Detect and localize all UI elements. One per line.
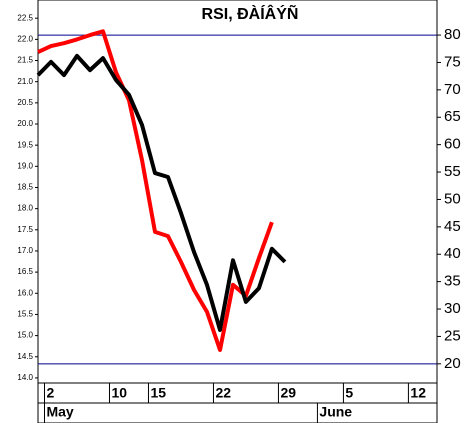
month-label: June [319, 404, 352, 420]
x-tick-label: 5 [345, 385, 353, 401]
y2-tick-label: 65 [444, 108, 461, 125]
y-tick-label: 21.5 [17, 56, 33, 65]
x-tick-label: 22 [215, 385, 231, 401]
x-tick-label: 29 [280, 385, 296, 401]
y-tick-label: 18.5 [17, 183, 33, 192]
y-tick-label: 22.5 [17, 13, 33, 22]
x-tick-label: 2 [46, 385, 54, 401]
y2-tick-label: 40 [444, 245, 461, 262]
y-tick-label: 15.0 [17, 331, 33, 340]
y2-tick-label: 25 [444, 327, 461, 344]
y-tick-label: 14.5 [17, 352, 33, 361]
y-tick-label: 22.0 [17, 34, 33, 43]
y-tick-label: 14.0 [17, 373, 33, 382]
x-tick-label: 12 [410, 385, 426, 401]
month-band [37, 402, 438, 423]
y-tick-label: 18.0 [17, 204, 33, 213]
y-tick-label: 20.5 [17, 98, 33, 107]
y-tick-label: 19.5 [17, 140, 33, 149]
y2-tick-label: 35 [444, 273, 461, 290]
y-tick-label: 15.5 [17, 310, 33, 319]
y-tick-label: 17.5 [17, 225, 33, 234]
y-tick-label: 19.0 [17, 161, 33, 170]
x-tick-label: 10 [111, 385, 127, 401]
y-tick-label: 16.5 [17, 267, 33, 276]
y-tick-label: 17.0 [17, 246, 33, 255]
series-line [36, 53, 287, 332]
y2-tick-label: 45 [444, 218, 461, 235]
y-tick-label: 20.0 [17, 119, 33, 128]
y2-tick-label: 75 [444, 53, 461, 70]
month-label: May [46, 404, 73, 420]
y2-tick-label: 60 [444, 136, 461, 153]
y2-tick-label: 55 [444, 163, 461, 180]
x-tick-label: 15 [150, 385, 166, 401]
series-line [37, 29, 274, 352]
y2-tick-label: 80 [444, 26, 461, 43]
y-tick-label: 21.0 [17, 77, 33, 86]
y2-tick-label: 70 [444, 81, 461, 98]
y2-tick-label: 30 [444, 300, 461, 317]
y2-tick-label: 50 [444, 190, 461, 207]
y2-tick-label: 20 [444, 355, 461, 372]
chart-title: RSI, ÐÀÍÂÝÑ [202, 3, 299, 23]
y-tick-label: 16.0 [17, 288, 33, 297]
